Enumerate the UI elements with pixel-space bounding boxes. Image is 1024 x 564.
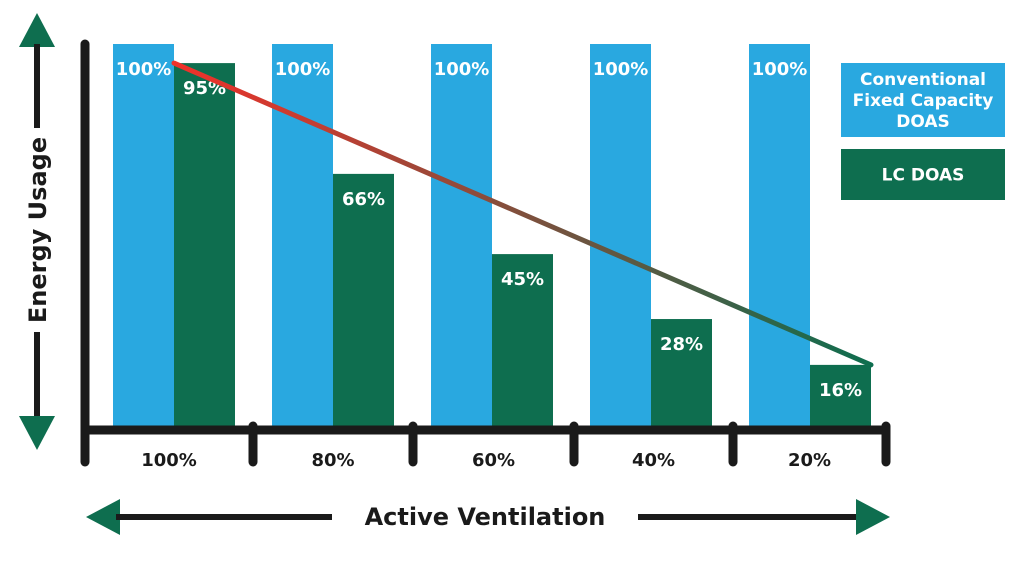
x-tick-label-2: 60% (472, 450, 515, 471)
bar-lc-doas-2 (492, 254, 553, 426)
x-arrow-right-icon (856, 499, 890, 535)
trend-line (171, 60, 874, 368)
bar-lc-doas-0 (174, 63, 235, 426)
x-tick-label-3: 40% (632, 450, 675, 471)
axes-layer (80, 39, 889, 465)
y-axis-title: Energy Usage (24, 137, 52, 323)
bar-label-lc-doas-1: 66% (342, 189, 385, 210)
legend-swatch-lc-doas (841, 149, 1005, 200)
x-tick-label-1: 80% (311, 450, 354, 471)
bar-label-lc-doas-3: 28% (660, 334, 703, 355)
x-ticks-layer (80, 421, 891, 467)
x-axis-title: Active Ventilation (365, 503, 606, 531)
x-tick-label-0: 100% (141, 450, 197, 471)
bar-lc-doas-4 (810, 364, 871, 426)
bars-layer (113, 44, 871, 426)
legend-label-conventional-0: Conventional (860, 70, 986, 90)
bar-label-conventional-0: 100% (116, 59, 172, 80)
bar-label-conventional-4: 100% (752, 59, 808, 80)
legend-label-conventional-1: Fixed Capacity (853, 91, 994, 111)
bar-conventional-2 (431, 44, 492, 426)
bar-label-conventional-2: 100% (434, 59, 490, 80)
y-arrow-up-icon (19, 13, 55, 47)
legend-swatch-conventional (841, 63, 1005, 137)
bar-label-conventional-3: 100% (593, 59, 649, 80)
x-axis-title-group: Active Ventilation (86, 499, 890, 535)
legend-label-lc-doas-0: LC DOAS (882, 166, 965, 186)
bar-labels-layer: 100% 100% 100% 100% 100%95%66%45%28%16% (116, 59, 862, 401)
bar-lc-doas-3 (651, 319, 712, 426)
x-tick-labels-layer: 100% 80% 60% 40% 20% (141, 450, 831, 471)
bar-conventional-0 (113, 44, 174, 426)
bar-label-conventional-1: 100% (275, 59, 331, 80)
bar-label-lc-doas-2: 45% (501, 269, 544, 290)
y-arrow-down-icon (19, 416, 55, 450)
bar-conventional-1 (272, 44, 333, 426)
x-tick-label-4: 20% (788, 450, 831, 471)
x-arrow-left-icon (86, 499, 120, 535)
bar-conventional-4 (749, 44, 810, 426)
bar-label-lc-doas-4: 16% (819, 380, 862, 401)
bar-lc-doas-1 (333, 173, 394, 426)
trend-line-layer (171, 60, 874, 368)
bar-conventional-3 (590, 44, 651, 426)
legend-label-conventional-2: DOAS (896, 112, 950, 132)
y-axis-title-group: Energy Usage (19, 13, 55, 450)
